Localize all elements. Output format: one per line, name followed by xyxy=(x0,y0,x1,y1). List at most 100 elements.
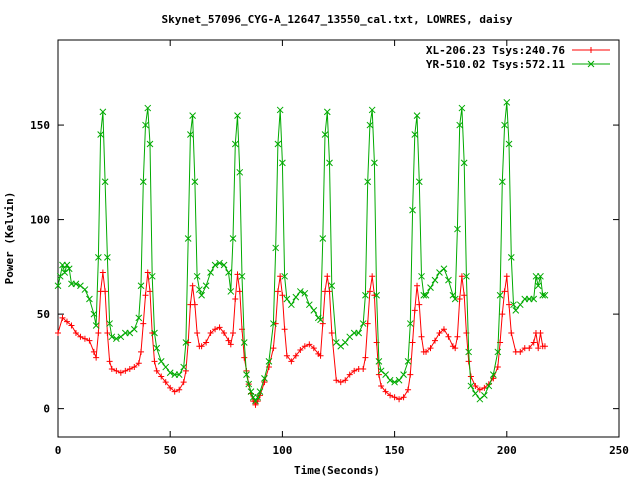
data-point xyxy=(256,388,264,395)
data-point xyxy=(526,345,533,352)
data-point xyxy=(138,348,145,355)
data-point xyxy=(202,282,210,290)
data-point xyxy=(337,342,345,350)
data-point xyxy=(503,273,510,280)
data-point xyxy=(541,343,548,350)
data-point xyxy=(137,282,145,290)
data-point xyxy=(180,379,187,386)
data-point xyxy=(198,343,205,350)
data-point xyxy=(535,345,542,352)
data-point xyxy=(77,282,84,290)
data-point xyxy=(452,345,459,352)
data-point xyxy=(416,301,423,308)
data-point xyxy=(203,339,210,346)
data-point xyxy=(440,265,448,273)
data-point xyxy=(369,273,376,280)
data-point xyxy=(310,306,318,314)
data-point xyxy=(153,344,161,352)
data-point xyxy=(423,348,430,355)
y-tick-label: 0 xyxy=(43,403,50,416)
data-point xyxy=(95,254,102,261)
data-point xyxy=(184,235,192,242)
data-point xyxy=(81,335,88,342)
data-point xyxy=(301,289,309,297)
data-point xyxy=(144,269,151,276)
data-point xyxy=(458,104,466,112)
data-point xyxy=(283,352,290,359)
data-point xyxy=(90,348,97,355)
data-point xyxy=(65,265,73,273)
data-point xyxy=(232,295,239,302)
data-point xyxy=(130,325,138,333)
data-point xyxy=(451,295,459,303)
data-point xyxy=(537,272,544,280)
data-point xyxy=(272,244,280,252)
data-point xyxy=(418,272,425,280)
x-tick-label: 200 xyxy=(497,444,517,457)
data-point xyxy=(456,295,463,302)
data-point xyxy=(463,272,470,280)
data-point xyxy=(503,99,511,106)
data-point xyxy=(108,333,116,341)
data-point xyxy=(277,273,284,280)
data-point xyxy=(144,104,152,112)
data-point xyxy=(406,320,414,327)
data-point xyxy=(472,390,479,397)
data-point xyxy=(146,140,154,148)
data-point xyxy=(142,292,149,299)
legend-label: XL-206.23 Tsys:240.76 xyxy=(426,44,565,57)
data-point xyxy=(180,363,188,371)
data-point xyxy=(501,288,508,295)
data-point xyxy=(364,178,372,186)
data-point xyxy=(236,288,243,295)
data-point xyxy=(506,301,513,308)
data-point xyxy=(305,301,313,309)
data-point xyxy=(326,288,333,295)
data-point xyxy=(400,371,407,378)
data-point xyxy=(131,364,138,371)
data-point xyxy=(95,330,102,337)
data-point xyxy=(81,286,89,293)
data-point xyxy=(485,382,493,390)
data-point xyxy=(431,276,439,284)
data-point xyxy=(382,371,389,378)
y-tick-label: 100 xyxy=(30,214,50,227)
y-tick-label: 150 xyxy=(30,119,50,132)
data-point xyxy=(467,382,475,390)
data-point xyxy=(445,276,452,284)
data-point xyxy=(54,282,62,290)
data-point xyxy=(456,121,464,129)
data-point xyxy=(512,306,520,314)
data-point xyxy=(333,377,340,384)
data-point xyxy=(510,301,517,309)
data-point xyxy=(431,337,438,344)
data-point xyxy=(317,352,324,359)
data-point xyxy=(496,291,504,299)
data-point xyxy=(106,358,113,365)
data-point xyxy=(460,159,468,167)
data-point xyxy=(77,333,84,340)
data-point xyxy=(104,254,111,261)
data-point xyxy=(317,316,324,324)
data-point xyxy=(236,168,244,176)
y-axis-label: Power (Kelvin) xyxy=(3,192,16,285)
data-point xyxy=(207,269,214,276)
data-point xyxy=(261,375,268,382)
data-point xyxy=(534,282,542,290)
data-point xyxy=(499,311,506,318)
data-point xyxy=(346,371,353,378)
data-point xyxy=(198,291,205,299)
data-point xyxy=(292,352,299,359)
data-point xyxy=(99,269,106,276)
data-point xyxy=(418,333,425,340)
data-point xyxy=(378,382,385,389)
data-point xyxy=(126,365,133,372)
data-point xyxy=(90,310,98,318)
series-layer xyxy=(54,99,549,408)
data-point xyxy=(151,358,158,365)
data-point xyxy=(507,254,515,261)
data-point xyxy=(368,106,376,114)
data-point xyxy=(196,286,203,293)
